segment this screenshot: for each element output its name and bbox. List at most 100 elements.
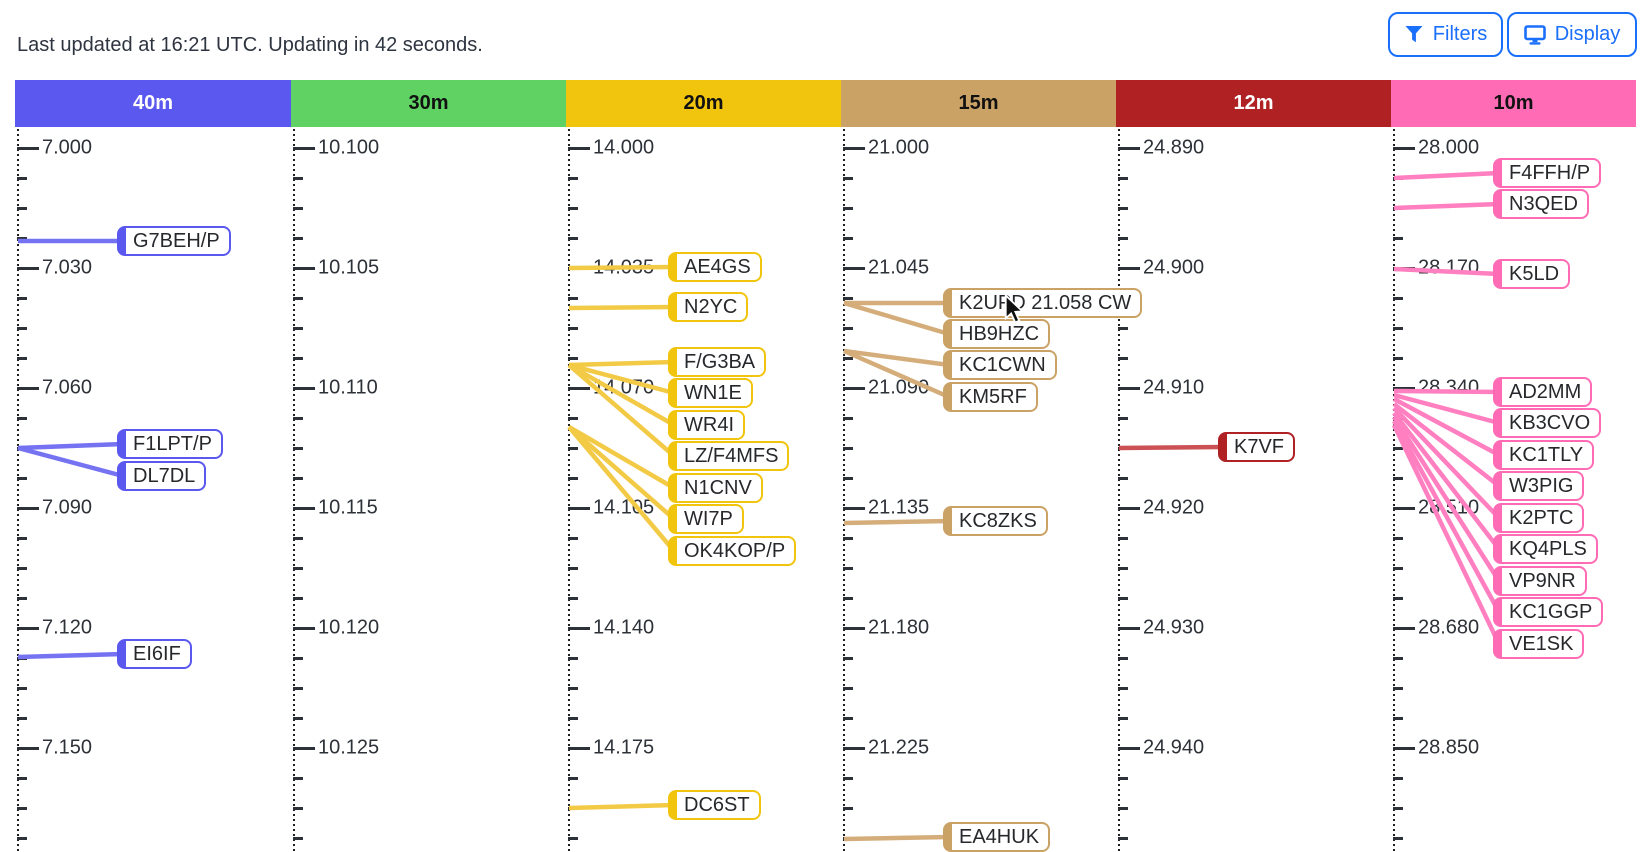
spot-label-N3QED[interactable]: N3QED xyxy=(1493,189,1589,219)
minor-tick xyxy=(843,207,853,210)
minor-tick xyxy=(293,777,303,780)
minor-tick xyxy=(843,687,853,690)
frequency-ruler-15m xyxy=(843,129,845,852)
tick-label: 24.900 xyxy=(1143,256,1205,279)
spot-line-OK4KOP/P xyxy=(567,425,676,553)
band-header-10m: 10m xyxy=(1391,80,1636,127)
major-tick xyxy=(17,387,39,390)
spot-label-KB3CVO[interactable]: KB3CVO xyxy=(1493,408,1602,438)
major-tick xyxy=(843,147,865,150)
spot-label-F/G3BA[interactable]: F/G3BA xyxy=(668,347,767,377)
spot-label-KC1GGP[interactable]: KC1GGP xyxy=(1493,597,1604,627)
minor-tick xyxy=(17,297,27,300)
major-tick xyxy=(293,387,315,390)
minor-tick xyxy=(1118,717,1128,720)
display-button[interactable]: Display xyxy=(1507,12,1637,57)
minor-tick xyxy=(568,597,578,600)
spot-label-AE4GS[interactable]: AE4GS xyxy=(668,252,762,282)
minor-tick xyxy=(1393,687,1403,690)
spot-label-DC6ST[interactable]: DC6ST xyxy=(668,790,761,820)
tick-label: 14.140 xyxy=(593,616,655,639)
tick-label: 24.940 xyxy=(1143,736,1205,759)
major-tick xyxy=(1118,507,1140,510)
minor-tick xyxy=(293,447,303,450)
spot-label-AD2MM[interactable]: AD2MM xyxy=(1493,377,1593,407)
major-tick xyxy=(568,747,590,750)
spot-label-WR4I[interactable]: WR4I xyxy=(668,410,745,440)
spot-label-KQ4PLS[interactable]: KQ4PLS xyxy=(1493,534,1598,564)
tick-label: 7.060 xyxy=(42,376,93,399)
spot-label-K7VF[interactable]: K7VF xyxy=(1218,432,1296,462)
tick-label: 7.150 xyxy=(42,736,93,759)
tick-label: 14.175 xyxy=(593,736,655,759)
minor-tick xyxy=(293,327,303,330)
minor-tick xyxy=(293,597,303,600)
major-tick xyxy=(568,627,590,630)
minor-tick xyxy=(1393,357,1403,360)
spot-label-LZ/F4MFS[interactable]: LZ/F4MFS xyxy=(668,441,790,471)
major-tick xyxy=(293,627,315,630)
major-tick xyxy=(17,627,39,630)
major-tick xyxy=(568,147,590,150)
spot-label-K5LD[interactable]: K5LD xyxy=(1493,259,1571,289)
spot-line-EA4HUK xyxy=(843,834,950,842)
spot-label-W3PIG[interactable]: W3PIG xyxy=(1493,471,1585,501)
minor-tick xyxy=(17,597,27,600)
minor-tick xyxy=(1118,567,1128,570)
spot-label-VP9NR[interactable]: VP9NR xyxy=(1493,566,1587,596)
minor-tick xyxy=(293,807,303,810)
spot-label-N2YC[interactable]: N2YC xyxy=(668,292,749,322)
minor-tick xyxy=(1393,717,1403,720)
tick-label: 24.890 xyxy=(1143,136,1205,159)
major-tick xyxy=(1393,387,1415,390)
minor-tick xyxy=(1393,657,1403,660)
minor-tick xyxy=(293,687,303,690)
spot-label-OK4KOP/P[interactable]: OK4KOP/P xyxy=(668,536,797,566)
spot-label-EA4HUK[interactable]: EA4HUK xyxy=(943,822,1051,852)
spot-line-K2PTC xyxy=(1392,406,1501,520)
minor-tick xyxy=(293,207,303,210)
spot-label-DL7DL[interactable]: DL7DL xyxy=(117,461,207,491)
spot-label-KM5RF[interactable]: KM5RF xyxy=(943,382,1038,412)
major-tick xyxy=(293,147,315,150)
spot-line-KC1CWN xyxy=(843,348,950,368)
spot-label-HB9HZC[interactable]: HB9HZC xyxy=(943,319,1051,349)
minor-tick xyxy=(568,687,578,690)
spot-label-F4FFH/P[interactable]: F4FFH/P xyxy=(1493,158,1602,188)
major-tick xyxy=(1393,627,1415,630)
band-header-20m: 20m xyxy=(566,80,841,127)
spot-label-K2PTC[interactable]: K2PTC xyxy=(1493,503,1585,533)
display-monitor-icon xyxy=(1523,24,1546,45)
tick-label: 24.930 xyxy=(1143,616,1205,639)
minor-tick xyxy=(843,177,853,180)
spot-label-KC1TLY[interactable]: KC1TLY xyxy=(1493,440,1595,470)
spot-label-EI6IF[interactable]: EI6IF xyxy=(117,639,192,669)
tick-label: 24.920 xyxy=(1143,496,1205,519)
filters-button[interactable]: Filters xyxy=(1388,12,1503,57)
minor-tick xyxy=(1118,807,1128,810)
minor-tick xyxy=(17,537,27,540)
spot-label-WI7P[interactable]: WI7P xyxy=(668,504,744,534)
minor-tick xyxy=(843,807,853,810)
spot-label-G7BEH/P[interactable]: G7BEH/P xyxy=(117,226,231,256)
spot-label-KC1CWN[interactable]: KC1CWN xyxy=(943,350,1057,380)
minor-tick xyxy=(1393,447,1403,450)
minor-tick xyxy=(1118,237,1128,240)
major-tick xyxy=(17,747,39,750)
minor-tick xyxy=(1118,837,1128,840)
spot-label-WN1E[interactable]: WN1E xyxy=(668,378,753,408)
tick-label: 21.225 xyxy=(868,736,930,759)
spot-label-K2UPD[interactable]: K2UPD 21.058 CW xyxy=(943,288,1143,318)
frequency-ruler-10m xyxy=(1393,129,1395,852)
spot-label-N1CNV[interactable]: N1CNV xyxy=(668,473,763,503)
spot-label-VE1SK[interactable]: VE1SK xyxy=(1493,629,1585,659)
spot-line-DL7DL xyxy=(17,445,124,479)
spot-line-VP9NR xyxy=(1392,415,1501,583)
spot-line-KC1GGP xyxy=(1392,419,1501,614)
minor-tick xyxy=(568,567,578,570)
spot-label-F1LPT/P[interactable]: F1LPT/P xyxy=(117,429,223,459)
band-header-30m: 30m xyxy=(291,80,566,127)
spot-label-KC8ZKS[interactable]: KC8ZKS xyxy=(943,506,1048,536)
minor-tick xyxy=(568,207,578,210)
